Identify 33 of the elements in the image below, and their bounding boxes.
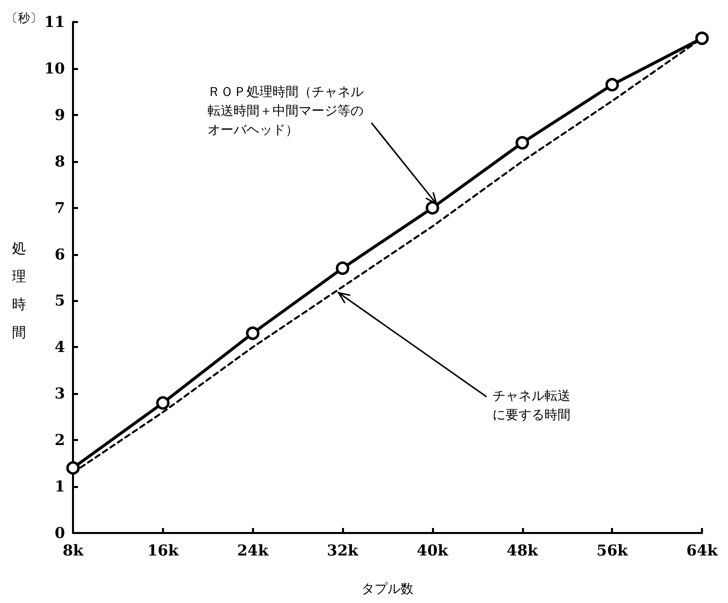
- point: [156, 396, 170, 410]
- point: [336, 261, 350, 275]
- annotation: ＲＯＰ処理時間（チャネル転送時間＋中間マージ等のオーバヘッド）: [207, 84, 364, 138]
- point: [246, 326, 260, 340]
- y-tick-label: 9: [54, 106, 65, 124]
- point: [695, 32, 709, 46]
- y-tick-label: 11: [44, 13, 65, 31]
- y-tick-label: 0: [54, 524, 65, 542]
- x-tick-label: 16k: [147, 542, 180, 560]
- point: [66, 461, 80, 475]
- y-tick-label: 8: [54, 152, 65, 170]
- y-tick-label: 10: [44, 59, 65, 78]
- x-tick-label: 32k: [326, 542, 359, 560]
- x-axis-title: タプル数: [362, 582, 414, 597]
- point: [426, 201, 440, 215]
- annotation: チャネル転送に要する時間: [492, 388, 571, 423]
- point: [605, 78, 619, 92]
- x-tick-label: 40k: [416, 542, 449, 560]
- x-tick-label: 64k: [686, 542, 718, 560]
- y-tick-label: 1: [54, 478, 65, 496]
- x-tick-label: 24k: [237, 542, 269, 560]
- text: 〔秒〕: [6, 11, 42, 25]
- x-tick-label: 48k: [506, 542, 539, 560]
- point: [516, 136, 530, 150]
- y-tick-label: 4: [54, 338, 65, 356]
- y-axis-title: 処理時間: [12, 241, 26, 341]
- y-tick-label: 3: [54, 384, 65, 403]
- y-tick-label: 2: [54, 431, 65, 450]
- y-tick-label: 7: [54, 198, 65, 217]
- x-tick-label: 8k: [62, 542, 84, 560]
- y-tick-label: 6: [54, 245, 65, 264]
- x-tick-label: 56k: [596, 542, 628, 560]
- y-tick-label: 5: [54, 292, 65, 310]
